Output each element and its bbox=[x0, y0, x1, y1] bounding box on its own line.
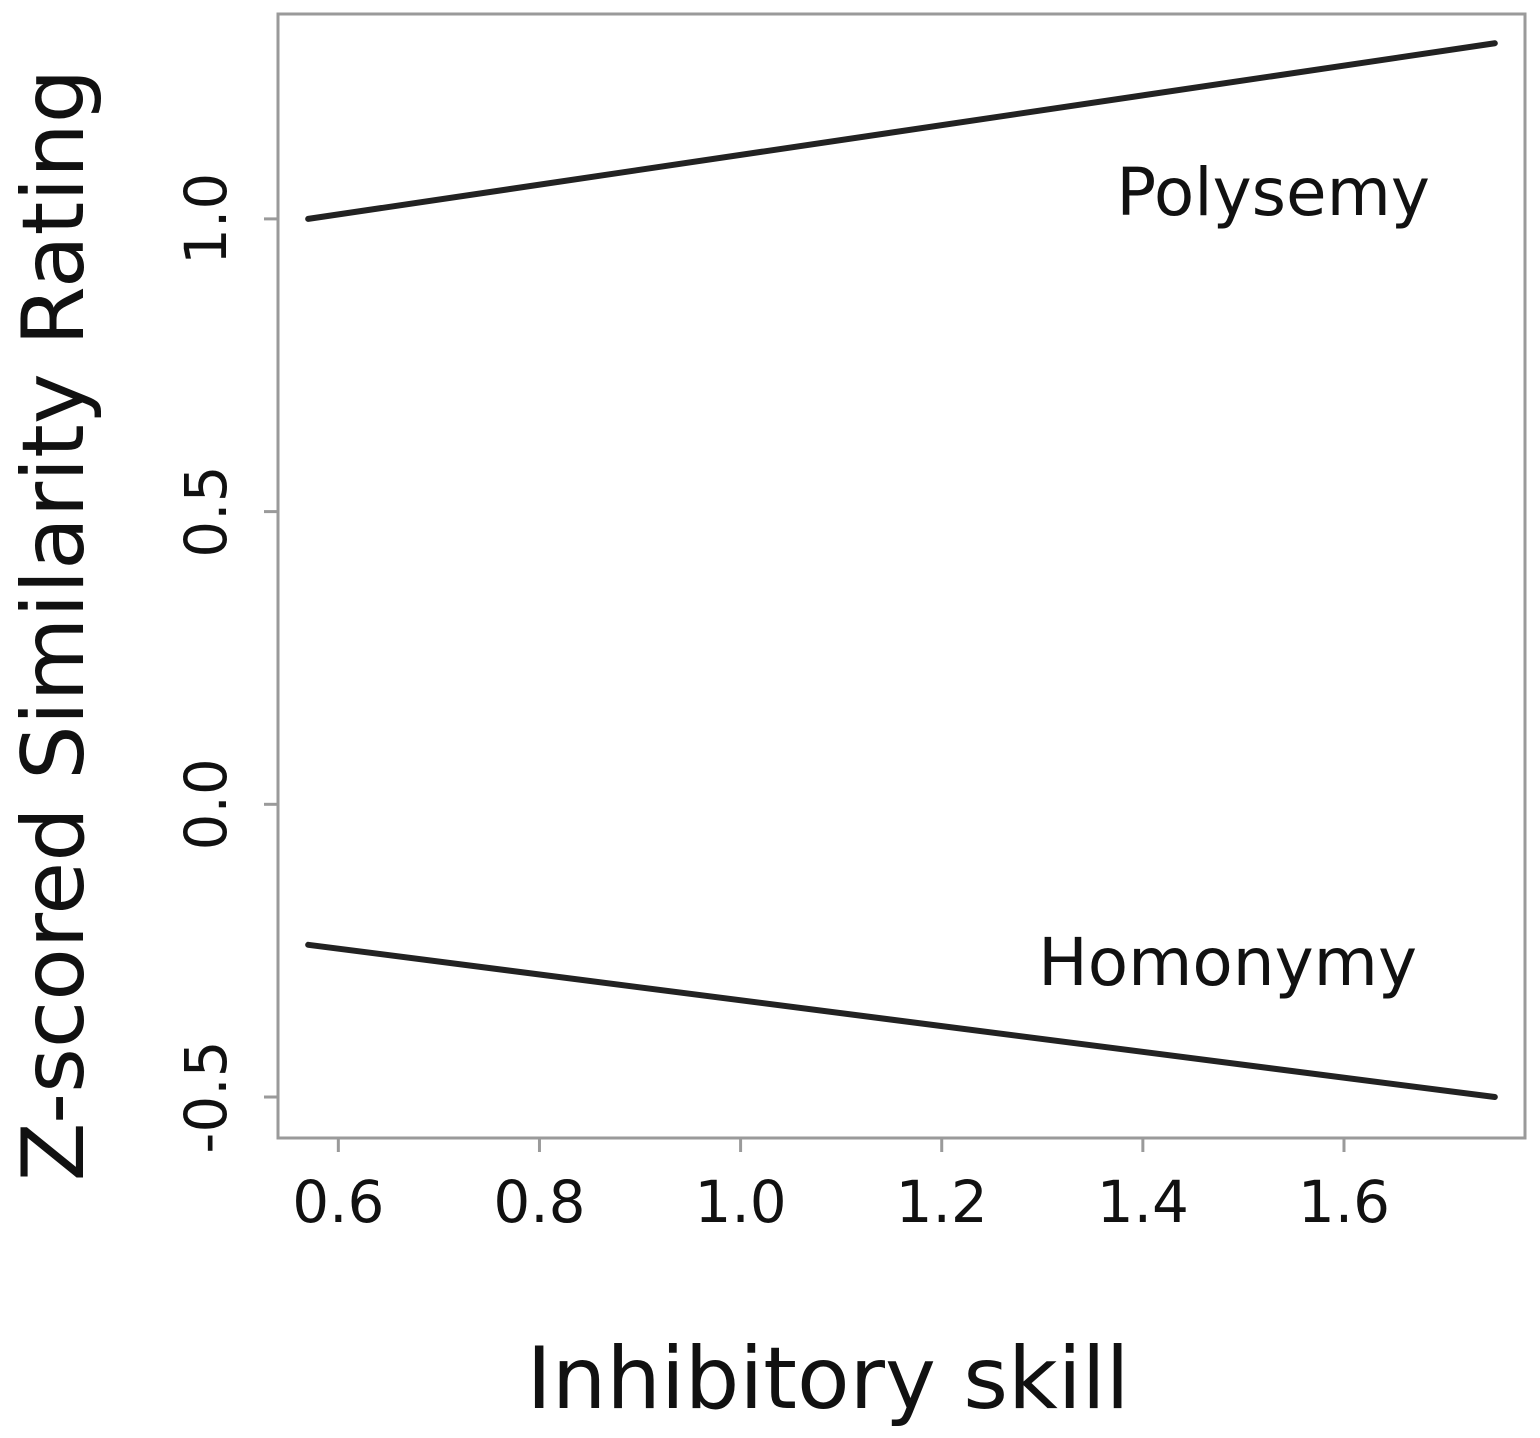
x-tick-label: 0.6 bbox=[292, 1168, 384, 1236]
x-axis-title: Inhibitory skill bbox=[527, 1329, 1130, 1429]
series-line-homonymy bbox=[305, 941, 1498, 1101]
series-layer: Polysemy Homonymy bbox=[305, 40, 1498, 1101]
plot-frame bbox=[276, 12, 1527, 1140]
x-tick-label: 1.6 bbox=[1298, 1168, 1390, 1236]
x-tick-label: 0.8 bbox=[493, 1168, 585, 1236]
y-tick-label: 0.5 bbox=[172, 465, 240, 557]
x-tick-label: 1.4 bbox=[1097, 1168, 1189, 1236]
y-axis-title: Z-scored Similarity Rating bbox=[4, 69, 104, 1182]
y-axis: -0.5 0.0 0.5 1.0 bbox=[172, 173, 278, 1154]
x-axis: 0.6 0.8 1.0 1.2 1.4 1.6 bbox=[292, 1138, 1390, 1236]
series-line-polysemy bbox=[305, 40, 1498, 222]
series-label-homonymy: Homonymy bbox=[1038, 924, 1417, 1001]
x-tick-label: 1.2 bbox=[896, 1168, 988, 1236]
y-tick-label: 0.0 bbox=[172, 758, 240, 850]
y-tick-label: 1.0 bbox=[172, 173, 240, 265]
series-label-polysemy: Polysemy bbox=[1116, 154, 1430, 231]
x-tick-label: 1.0 bbox=[694, 1168, 786, 1236]
y-tick-label: -0.5 bbox=[172, 1040, 240, 1153]
